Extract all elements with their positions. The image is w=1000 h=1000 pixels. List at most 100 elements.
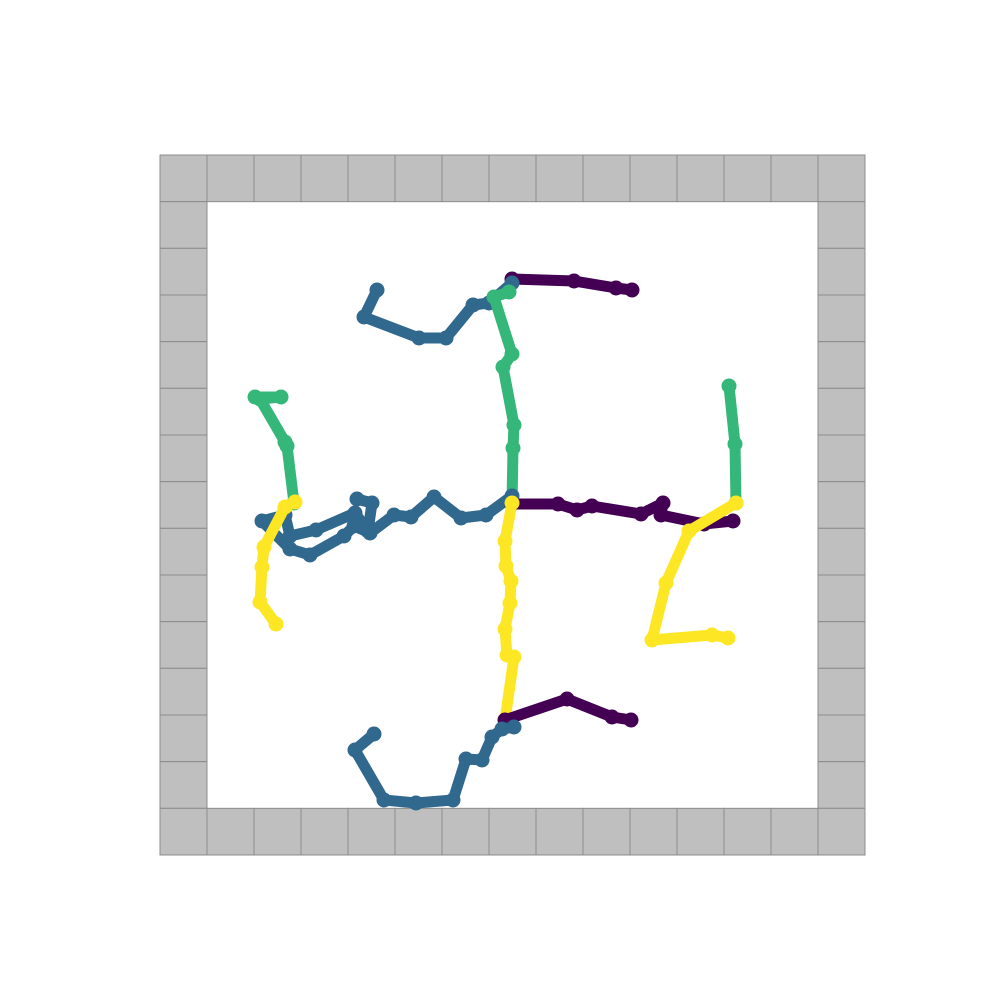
waypoint-marker — [252, 391, 268, 407]
waypoint-marker — [506, 417, 522, 433]
boundary-walls — [159, 154, 866, 856]
waypoint-marker — [478, 507, 494, 523]
path-line — [499, 693, 637, 726]
path-blue-bottom — [347, 719, 522, 811]
waypoint-marker — [302, 547, 318, 563]
waypoint-marker — [644, 632, 660, 648]
wall-cell — [159, 294, 208, 343]
waypoint-marker — [465, 297, 481, 313]
waypoint-marker — [346, 518, 362, 534]
wall-cell — [488, 807, 537, 856]
wall-cell — [159, 621, 208, 669]
wall-cell — [676, 154, 725, 203]
waypoint-marker — [559, 691, 575, 707]
waypoint-marker — [633, 506, 649, 522]
waypoint-marker — [254, 559, 270, 575]
wall-cell — [817, 341, 866, 389]
wall-cell — [159, 807, 208, 856]
waypoint-marker — [364, 495, 380, 511]
waypoint-marker — [704, 627, 720, 643]
waypoint-marker — [504, 346, 520, 362]
wall-cell — [300, 154, 349, 203]
wall-cell — [159, 761, 208, 809]
wall-cell — [817, 247, 866, 296]
wall-cell — [535, 154, 584, 203]
waypoint-marker — [279, 438, 295, 454]
waypoint-marker — [356, 309, 372, 325]
waypoint-marker — [386, 507, 402, 523]
trajectory-paths — [247, 271, 744, 811]
waypoint-marker — [495, 359, 511, 375]
waypoint-marker — [504, 495, 520, 511]
wall-cell — [629, 807, 678, 856]
wall-cell — [441, 154, 490, 203]
wall-cell — [159, 154, 208, 203]
waypoint-marker — [728, 495, 744, 511]
wall-cell — [817, 714, 866, 763]
wall-cell — [723, 154, 772, 203]
waypoint-marker — [347, 742, 363, 758]
wall-cell — [817, 574, 866, 623]
wall-cell — [817, 761, 866, 809]
waypoint-marker — [347, 505, 363, 521]
wall-cell — [300, 807, 349, 856]
wall-cell — [159, 481, 208, 529]
path-line — [506, 273, 638, 296]
waypoint-marker — [727, 436, 743, 452]
waypoint-marker — [273, 389, 289, 405]
waypoint-marker — [426, 489, 442, 505]
waypoint-marker — [681, 523, 697, 539]
wall-cell — [159, 434, 208, 483]
path-yellow-right — [644, 495, 744, 648]
waypoint-marker — [720, 630, 736, 646]
waypoint-marker — [268, 616, 284, 632]
waypoint-marker — [721, 378, 737, 394]
waypoint-marker — [584, 498, 600, 514]
waypoint-marker — [376, 792, 392, 808]
wall-cell — [770, 807, 819, 856]
waypoint-marker — [349, 491, 365, 507]
waypoint-marker — [608, 280, 624, 296]
waypoint-marker — [254, 513, 270, 529]
waypoint-marker — [569, 502, 585, 518]
path-blue-middle — [254, 488, 520, 563]
waypoint-marker — [503, 573, 519, 589]
wall-cell — [488, 154, 537, 203]
waypoint-marker — [369, 282, 385, 298]
wall-cell — [159, 574, 208, 623]
waypoint-marker — [655, 495, 671, 511]
wall-cell — [535, 807, 584, 856]
path-yellow-left — [252, 494, 303, 632]
waypoint-marker — [502, 595, 518, 611]
waypoint-marker — [725, 513, 741, 529]
wall-cell — [159, 341, 208, 389]
waypoint-marker — [498, 558, 514, 574]
wall-cell — [159, 247, 208, 296]
wall-cell — [723, 807, 772, 856]
wall-cell — [159, 714, 208, 763]
path-blue-top — [356, 275, 520, 346]
waypoint-marker — [497, 533, 513, 549]
waypoint-marker — [623, 712, 639, 728]
wall-cell — [817, 667, 866, 716]
waypoint-marker — [336, 528, 352, 544]
waypoint-marker — [308, 522, 324, 538]
wall-cell — [206, 154, 255, 203]
waypoint-marker — [360, 523, 376, 539]
wall-cell — [817, 621, 866, 669]
wall-cell — [394, 807, 443, 856]
waypoint-marker — [282, 541, 298, 557]
waypoint-marker — [256, 539, 272, 555]
wall-cell — [817, 434, 866, 483]
waypoint-marker — [506, 649, 522, 665]
waypoint-marker — [658, 575, 674, 591]
wall-cell — [347, 154, 396, 203]
waypoint-marker — [484, 729, 500, 745]
waypoint-marker — [458, 751, 474, 767]
wall-cell — [159, 387, 208, 436]
waypoint-marker — [506, 719, 522, 735]
waypoint-marker — [653, 507, 669, 523]
wall-cell — [582, 807, 631, 856]
wall-cell — [770, 154, 819, 203]
wall-cell — [817, 527, 866, 576]
